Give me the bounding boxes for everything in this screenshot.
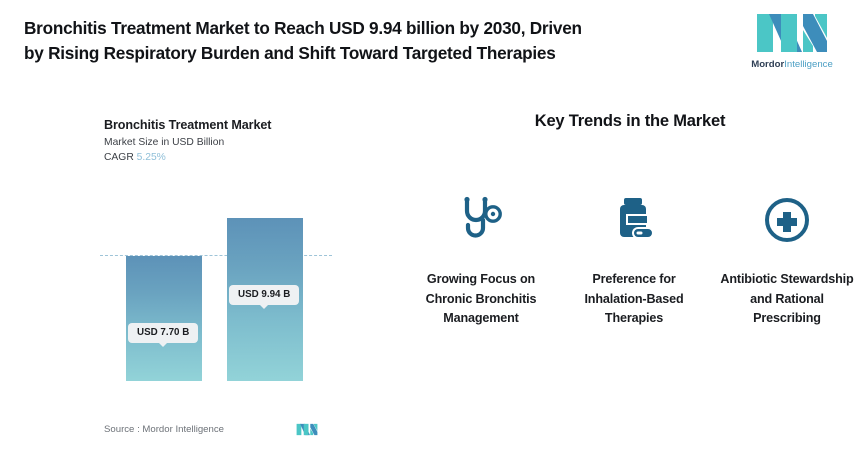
chart-reference-line — [100, 255, 332, 256]
chart-value-label-2025: USD 7.70 B — [128, 323, 199, 347]
chart-header: Bronchitis Treatment Market Market Size … — [104, 118, 271, 163]
trend-item-label: Growing Focus on Chronic Bronchitis Mana… — [425, 272, 537, 325]
mordor-intelligence-mini-logo-icon — [296, 423, 318, 436]
chart-bar-2025 — [126, 256, 202, 381]
header: Bronchitis Treatment Market to Reach USD… — [0, 0, 860, 92]
trend-item-label: Preference for Inhalation-Based Therapie… — [584, 272, 684, 325]
chart-plot-area: USD 7.70 B USD 9.94 B 2025 2030 — [0, 92, 400, 451]
brand-logo-wordmark: MordorIntelligence — [751, 59, 833, 70]
market-size-chart: Bronchitis Treatment Market Market Size … — [0, 92, 400, 451]
trend-item-growing-focus: Growing Focus on Chronic Bronchitis Mana… — [414, 192, 548, 329]
key-trends-heading: Key Trends in the Market — [534, 112, 726, 130]
pill-bottle-icon — [612, 192, 656, 248]
chart-value-label-2030: USD 9.94 B — [229, 285, 300, 309]
medical-cross-circle-icon — [764, 192, 810, 248]
key-trends-list: Growing Focus on Chronic Bronchitis Mana… — [414, 192, 854, 329]
trend-item-antibiotic-stewardship: Antibiotic Stewardship and Rational Pres… — [720, 192, 854, 329]
trend-item-label: Antibiotic Stewardship and Rational Pres… — [720, 272, 854, 325]
mordor-intelligence-logo-mark-icon — [757, 14, 827, 52]
brand-logo-word-light: Intelligence — [784, 59, 833, 70]
chart-cagr-value: 5.25% — [136, 152, 166, 163]
chart-subtitle: Market Size in USD Billion — [104, 137, 225, 148]
page-title: Bronchitis Treatment Market to Reach USD… — [0, 0, 582, 66]
key-trends-panel: Key Trends in the Market Growi — [400, 92, 860, 451]
chart-cagr: CAGR 5.25% — [104, 152, 271, 163]
chart-cagr-label: CAGR — [104, 152, 134, 163]
brand-logo-word-bold: Mordor — [751, 59, 785, 70]
page-title-line-1: Bronchitis Treatment Market to Reach USD… — [24, 18, 582, 38]
page-title-line-2: by Rising Respiratory Burden and Shift T… — [24, 43, 556, 63]
trend-item-inhalation-therapies: Preference for Inhalation-Based Therapie… — [567, 192, 701, 329]
stethoscope-icon — [459, 192, 503, 248]
brand-logo: MordorIntelligence — [746, 12, 838, 70]
chart-title: Bronchitis Treatment Market — [104, 118, 272, 132]
chart-source-text: Source : Mordor Intelligence — [104, 424, 224, 435]
chart-source: Source : Mordor Intelligence — [104, 422, 334, 437]
